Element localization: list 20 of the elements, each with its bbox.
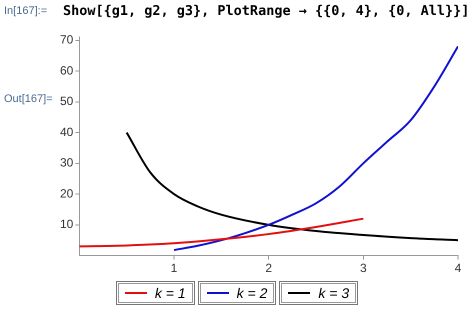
x-tick-label: 1 bbox=[170, 261, 178, 276]
text: In[167]:= bbox=[4, 5, 48, 17]
legend-label: k = 3 bbox=[318, 285, 350, 301]
line-series bbox=[79, 218, 364, 248]
legend-label: k = 1 bbox=[154, 285, 186, 301]
x-tick-label: 3 bbox=[360, 261, 367, 276]
x-tick-label: 4 bbox=[454, 261, 462, 276]
line-series bbox=[126, 132, 458, 242]
legend-label: k = 2 bbox=[236, 285, 268, 301]
y-tick-label: 30 bbox=[60, 156, 74, 170]
y-tick-label: 10 bbox=[60, 217, 74, 232]
y-tick-label: 40 bbox=[60, 124, 74, 139]
text: Show[{g1, g2, g3}, PlotRange → {{0, 4}, {0, All}}] bbox=[63, 3, 470, 19]
x-tick-label: 2 bbox=[265, 261, 272, 276]
line-series bbox=[173, 45, 458, 252]
y-tick-label: 50 bbox=[60, 94, 74, 108]
y-tick-label: 20 bbox=[60, 186, 74, 200]
y-tick-label: 70 bbox=[60, 32, 74, 47]
text: Out[167]= bbox=[4, 93, 53, 105]
y-tick-label: 60 bbox=[60, 63, 74, 78]
